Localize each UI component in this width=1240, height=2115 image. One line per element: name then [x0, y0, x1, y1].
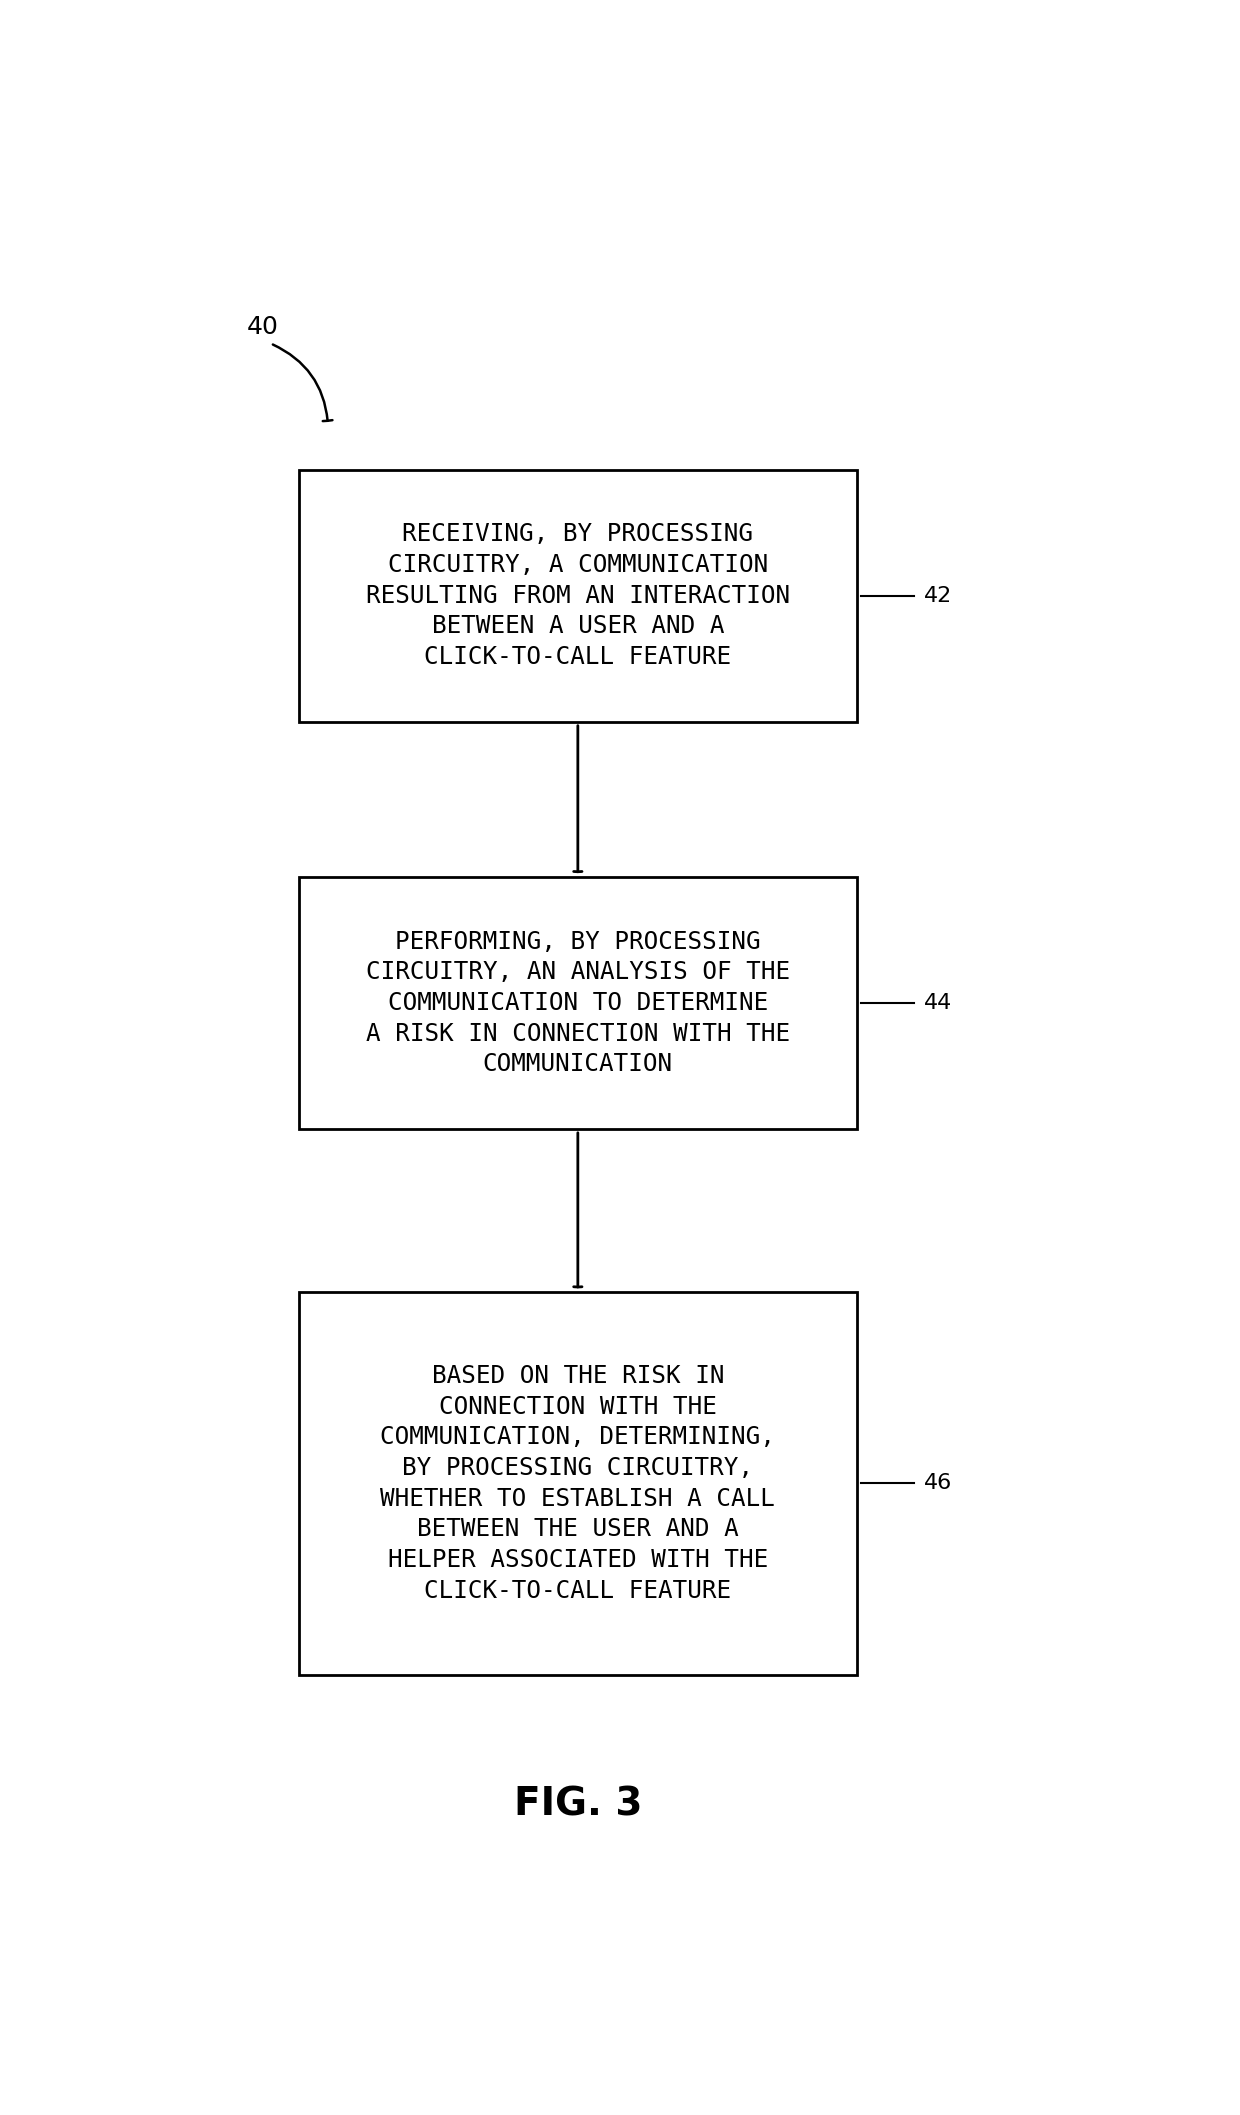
Text: 46: 46	[924, 1474, 952, 1493]
Text: RECEIVING, BY PROCESSING
CIRCUITRY, A COMMUNICATION
RESULTING FROM AN INTERACTIO: RECEIVING, BY PROCESSING CIRCUITRY, A CO…	[366, 522, 790, 668]
Bar	[299, 470, 857, 721]
Text: 40: 40	[247, 315, 278, 338]
Bar	[299, 878, 857, 1129]
Bar	[299, 1292, 857, 1675]
Text: PERFORMING, BY PROCESSING
CIRCUITRY, AN ANALYSIS OF THE
COMMUNICATION TO DETERMI: PERFORMING, BY PROCESSING CIRCUITRY, AN …	[366, 931, 790, 1077]
Text: BASED ON THE RISK IN
CONNECTION WITH THE
COMMUNICATION, DETERMINING,
BY PROCESSI: BASED ON THE RISK IN CONNECTION WITH THE…	[381, 1364, 775, 1603]
Text: 42: 42	[924, 586, 952, 605]
Text: 44: 44	[924, 992, 952, 1013]
Text: FIG. 3: FIG. 3	[513, 1785, 642, 1823]
